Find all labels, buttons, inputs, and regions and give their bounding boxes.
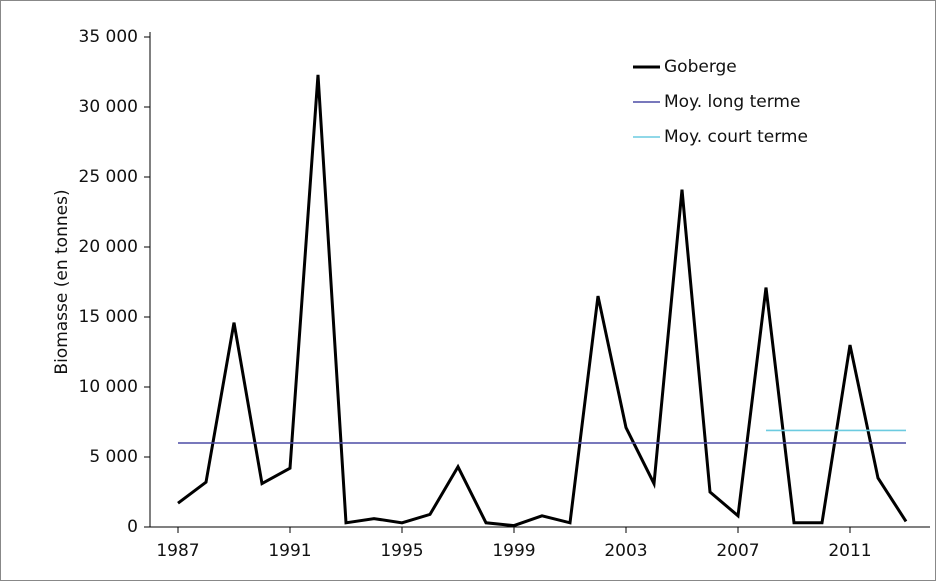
legend-label: Goberge xyxy=(664,57,737,77)
legend-label: Moy. long terme xyxy=(664,92,800,112)
x-tick-label: 2007 xyxy=(716,541,759,561)
y-tick-label: 0 xyxy=(127,517,138,537)
y-tick-label: 25 000 xyxy=(79,167,138,187)
x-tick-label: 1987 xyxy=(156,541,199,561)
y-tick-label: 20 000 xyxy=(79,237,138,257)
x-tick-label: 1991 xyxy=(268,541,311,561)
x-tick-label: 2011 xyxy=(828,541,871,561)
y-tick-label: 5 000 xyxy=(89,447,138,467)
y-axis-label: Biomasse (en tonnes) xyxy=(52,189,72,374)
series-line xyxy=(177,74,908,528)
y-tick-label: 35 000 xyxy=(79,27,138,47)
x-tick-label: 1999 xyxy=(492,541,535,561)
x-tick-label: 2003 xyxy=(604,541,647,561)
y-tick-label: 30 000 xyxy=(79,97,138,117)
legend-label: Moy. court terme xyxy=(664,127,808,147)
y-tick-label: 10 000 xyxy=(79,377,138,397)
y-tick-label: 15 000 xyxy=(79,307,138,327)
x-tick-label: 1995 xyxy=(380,541,423,561)
